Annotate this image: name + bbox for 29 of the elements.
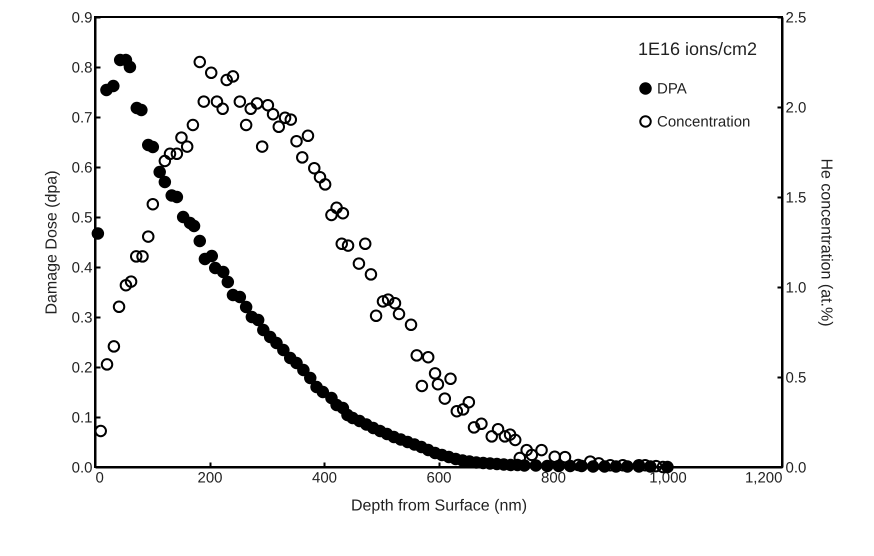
y-tick-label: 0.8: [72, 60, 92, 76]
y2-tick-label: 0.0: [786, 460, 806, 476]
y-tick-label: 0.7: [72, 110, 92, 126]
y2-tick-label: 2.0: [786, 100, 806, 116]
y-tick-label: 0.0: [72, 460, 92, 476]
legend-title: 1E16 ions/cm2: [638, 39, 758, 59]
legend-label: DPA: [657, 80, 687, 98]
y-tick-label: 0.5: [72, 210, 92, 226]
y2-tick-label: 1.0: [786, 280, 806, 296]
x-tick-label: 200: [197, 470, 223, 486]
y-tick-label: 0.9: [72, 10, 92, 26]
y2-tick-label: 2.5: [786, 10, 806, 26]
y-tick-label: 0.4: [72, 260, 92, 276]
x-tick-label: 1,000: [649, 470, 687, 486]
x-axis-title: Depth from Surface (nm): [350, 498, 528, 514]
x-tick-label: 1,200: [744, 470, 782, 486]
y-axis-title: Damage Dose (dpa): [44, 170, 61, 315]
x-tick-label: 0: [96, 470, 104, 486]
y2-tick-label: 0.5: [786, 370, 806, 386]
y-tick-label: 0.6: [72, 160, 92, 176]
x-tick-label: 800: [540, 470, 566, 486]
y-tick-label: 0.2: [72, 360, 92, 376]
y-tick-label: 0.3: [72, 310, 92, 326]
x-tick-label: 400: [312, 470, 338, 486]
y2-axis-title: He concentration (at.%): [817, 158, 834, 327]
y2-tick-label: 1.5: [786, 190, 806, 206]
y-tick-label: 0.1: [72, 410, 92, 426]
x-tick-label: 600: [426, 470, 452, 486]
legend-label: Concentration: [657, 114, 750, 130]
